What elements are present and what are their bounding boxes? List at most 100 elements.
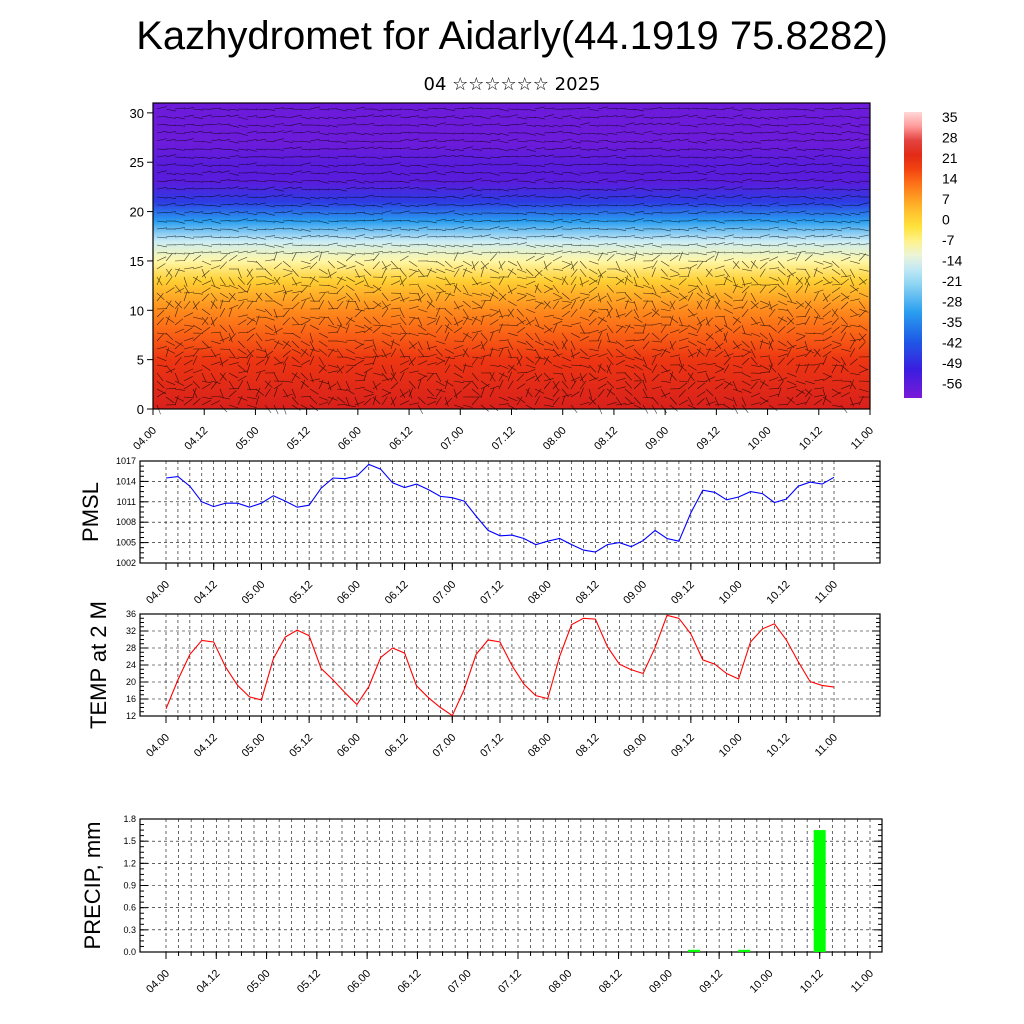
wind-barb — [804, 348, 815, 354]
wind-barb — [768, 196, 780, 198]
wind-barb — [768, 286, 777, 294]
wind-barb — [246, 333, 255, 342]
wind-barb — [201, 287, 211, 294]
wind-barb — [471, 243, 483, 246]
wind-barb — [399, 204, 410, 208]
wind-barb — [678, 345, 689, 350]
wind-barb — [543, 287, 553, 294]
wind-barb — [408, 138, 419, 142]
wind-barb — [192, 130, 203, 134]
wind-barb — [543, 348, 554, 351]
wind-barb — [759, 340, 770, 345]
wind-barb — [399, 186, 410, 190]
wind-barb — [192, 254, 202, 262]
wind-barb — [660, 228, 671, 232]
wind-barb — [732, 123, 743, 126]
wind-barb — [561, 394, 572, 398]
wind-barb — [669, 340, 677, 350]
wind-barb — [444, 180, 455, 183]
wind-barb — [480, 147, 492, 150]
wind-barb — [669, 155, 680, 158]
wind-barb — [165, 276, 173, 286]
wind-barb — [273, 340, 284, 346]
wind-barb — [624, 147, 636, 150]
wind-barb — [588, 148, 599, 151]
wind-barb — [489, 308, 500, 313]
wind-barb — [570, 376, 581, 382]
wind-barb — [192, 251, 203, 254]
wind-barb — [768, 244, 779, 247]
wind-barb — [264, 380, 273, 388]
wind-barb — [489, 387, 495, 398]
wind-barb — [534, 283, 539, 294]
wind-barb — [471, 356, 482, 359]
wind-barb — [273, 251, 278, 262]
wind-barb — [795, 243, 806, 246]
wind-barb — [687, 235, 698, 238]
wind-barb — [741, 285, 750, 294]
wind-barb — [822, 351, 832, 358]
wind-barb — [408, 132, 420, 134]
wind-barb — [849, 131, 861, 134]
wind-barb — [570, 364, 582, 367]
wind-barb — [354, 163, 365, 166]
wind-barb — [624, 388, 633, 396]
wind-barb — [291, 388, 297, 399]
wind-barb — [210, 228, 221, 231]
wind-barb — [435, 284, 444, 292]
wind-barb — [705, 372, 711, 383]
wind-barb — [534, 268, 543, 277]
wind-barb — [435, 107, 447, 110]
wind-barb — [624, 344, 635, 350]
wind-barb — [534, 301, 543, 310]
wind-barb — [687, 140, 698, 144]
precip-bar — [738, 949, 751, 952]
wind-barb — [309, 292, 315, 303]
wind-barb — [282, 388, 289, 398]
wind-barb — [597, 295, 607, 302]
wind-barb — [633, 308, 639, 318]
wind-barb — [246, 388, 258, 391]
wind-barb — [687, 292, 694, 302]
wind-barb — [300, 251, 311, 254]
wind-barb — [444, 171, 455, 174]
wind-barb — [453, 116, 464, 120]
wind-barb — [678, 389, 687, 398]
wind-barb — [480, 140, 491, 143]
wind-barb — [156, 333, 165, 342]
wind-barb — [390, 276, 402, 278]
wind-barb — [282, 272, 293, 278]
wind-barb — [642, 292, 654, 295]
wind-barb — [183, 398, 193, 406]
wind-barb — [597, 308, 609, 311]
wind-barb — [507, 148, 518, 151]
wind-barb — [570, 308, 578, 318]
wind-barb — [669, 396, 677, 405]
wind-barb — [768, 339, 773, 350]
wind-barb — [705, 204, 717, 206]
wind-barb — [246, 180, 258, 182]
wind-barb — [219, 292, 229, 299]
wind-barb — [804, 219, 815, 222]
wind-barb — [741, 340, 750, 348]
wind-barb — [489, 220, 501, 223]
wind-barb — [174, 179, 185, 182]
wind-barb — [561, 356, 572, 362]
wind-barb — [255, 395, 260, 406]
wind-barb — [246, 327, 256, 334]
wind-barb — [228, 293, 236, 302]
wind-barb — [336, 196, 347, 199]
wind-barb — [840, 392, 851, 398]
colorbar-label: -35 — [942, 314, 962, 330]
wind-barb — [354, 211, 366, 214]
x-tick-label: 08.00 — [526, 579, 554, 607]
wind-barb — [696, 284, 703, 294]
panel-frame — [139, 460, 881, 564]
wind-barb — [840, 188, 851, 191]
wind-barb — [318, 284, 330, 286]
wind-barb — [579, 356, 590, 360]
wind-barb — [561, 188, 573, 190]
wind-barb — [777, 268, 786, 276]
wind-barb — [228, 380, 235, 390]
wind-barb — [264, 324, 274, 331]
